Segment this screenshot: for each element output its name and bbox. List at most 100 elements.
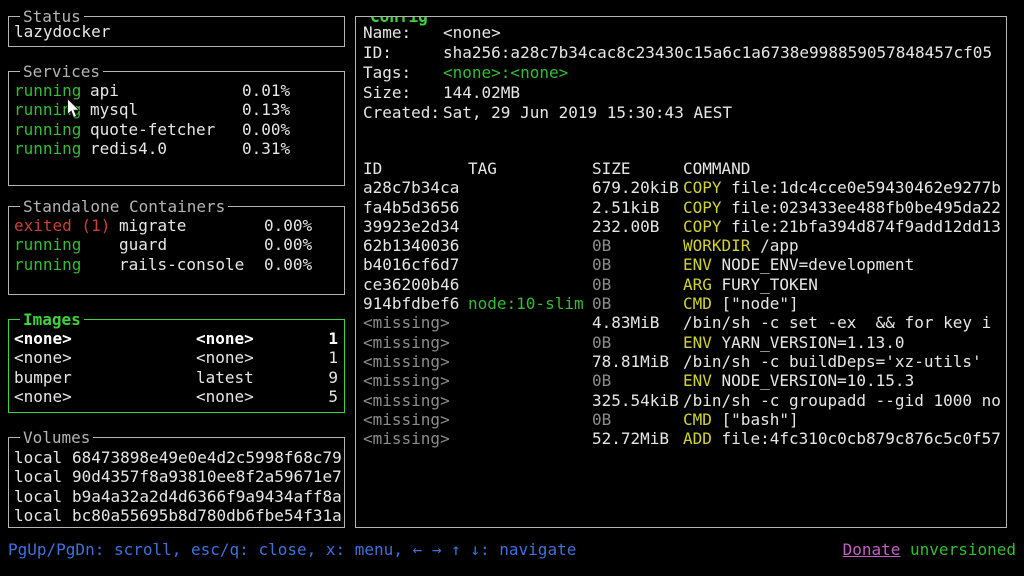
service-cpu: 0.00% (242, 119, 291, 139)
status-panel: Status lazydocker (8, 7, 345, 47)
service-name: api (90, 81, 119, 100)
layer-size: 0B (592, 255, 612, 275)
image-row[interactable]: <none> <none> 5 (14, 387, 342, 406)
layer-tag (468, 217, 592, 236)
volume-driver: local (14, 467, 63, 487)
image-row-selected[interactable]: <none> <none> 1 (14, 329, 342, 348)
images-panel: Images <none> <none> 1 <none> <none> 1 b… (8, 310, 345, 413)
image-row[interactable]: <none> <none> 1 (14, 348, 342, 367)
layer-command: COPY file:21bfa394d874f9add12dd13 (683, 216, 1001, 236)
image-tag: <none> (196, 348, 254, 368)
container-row-rails-console[interactable]: running rails-console 0.00% (14, 255, 342, 274)
layer-command: WORKDIR /app (683, 236, 799, 256)
image-layer-count: 9 (328, 367, 338, 387)
layer-command: ENV NODE_VERSION=10.15.3 (683, 371, 915, 391)
config-field-label: Tags: (363, 63, 412, 82)
services-panel-title: Services (20, 62, 104, 81)
layer-row: 914bfdbef6 node:10-slim 0B CMD ["node"] (363, 294, 1005, 313)
layer-id: <missing> (363, 313, 450, 333)
layer-id: a28c7b34ca (363, 178, 460, 198)
volume-name: bc80a55695b8d780db6fbe54f31a (72, 505, 342, 525)
volume-driver: local (14, 448, 63, 467)
config-panel-title: Config (367, 17, 431, 26)
layer-size: 4.83MiB (592, 313, 660, 333)
layer-row: <missing> 52.72MiB ADD file:4fc310c0cb87… (363, 429, 1005, 448)
layer-command: ENV NODE_ENV=development (683, 255, 915, 275)
image-layer-count: 1 (328, 329, 338, 348)
volume-driver: local (14, 486, 63, 506)
layer-size: 0B (592, 274, 612, 294)
image-repo: <none> (14, 329, 72, 348)
status-panel-title: Status (20, 7, 84, 26)
layer-row: <missing> 78.81MiB /bin/sh -c buildDeps=… (363, 352, 1005, 371)
volume-name: b9a4a32a2d4d6366f9a9434aff8a (72, 486, 342, 506)
image-layer-count: 1 (328, 348, 338, 368)
volume-row[interactable]: local bc80a55695b8d780db6fbe54f31a (14, 506, 342, 525)
layer-size: 78.81MiB (592, 351, 670, 371)
volume-name: 90d4357f8a93810ee8f2a59671e7 (72, 467, 342, 487)
layer-tag (468, 391, 592, 410)
header-tag: TAG (468, 159, 497, 178)
header-id: ID (363, 159, 383, 178)
layer-id: <missing> (363, 332, 450, 352)
layer-id: <missing> (363, 351, 450, 371)
service-row-mysql[interactable]: running mysql 0.13% (14, 100, 342, 119)
layer-id: <missing> (363, 390, 450, 410)
layer-command: CMD ["bash"] (683, 409, 799, 429)
layer-row: <missing> 0B ENV NODE_VERSION=10.15.3 (363, 371, 1005, 390)
layer-id: <missing> (363, 409, 450, 429)
layer-row: a28c7b34ca 679.20kiB COPY file:1dc4cce0e… (363, 178, 1005, 197)
header-size: SIZE (592, 159, 631, 178)
volume-driver: local (14, 505, 63, 525)
layer-command: ARG FURY_TOKEN (683, 274, 818, 294)
image-row-bumper[interactable]: bumper latest 9 (14, 368, 342, 387)
volume-row[interactable]: local 68473898e49e0e4d2c5998f68c79 (14, 448, 342, 467)
version-area: Donate unversioned (843, 540, 1016, 559)
layer-id: 62b1340036 (363, 236, 460, 256)
service-row-api[interactable]: running api 0.01% (14, 81, 342, 100)
volume-row[interactable]: local b9a4a32a2d4d6366f9a9434aff8a (14, 487, 342, 506)
container-status: exited (1) (14, 216, 111, 235)
image-tag: latest (196, 367, 254, 387)
image-config-info: Name: <none> ID: sha256:a28c7b34cac8c23430… (363, 23, 1004, 123)
container-cpu: 0.00% (264, 216, 313, 235)
layer-tag (468, 255, 592, 274)
layer-tag (468, 313, 592, 332)
image-repo: <none> (14, 386, 72, 406)
service-name: quote-fetcher (90, 119, 216, 139)
container-name: guard (119, 235, 168, 255)
container-cpu: 0.00% (264, 235, 313, 255)
layer-command: ADD file:4fc310c0cb879c876c5c0f57 (683, 429, 1001, 449)
service-row-quote-fetcher[interactable]: running quote-fetcher 0.00% (14, 120, 342, 139)
container-name: migrate (119, 216, 187, 235)
header-command: COMMAND (683, 159, 751, 178)
containers-panel-title: Standalone Containers (20, 197, 229, 216)
layer-size: 0B (592, 332, 612, 352)
layer-row: <missing> 0B ENV YARN_VERSION=1.13.0 (363, 333, 1005, 352)
app-name[interactable]: lazydocker (14, 22, 111, 41)
image-tag: <none> (196, 329, 254, 348)
image-layer-count: 5 (328, 386, 338, 406)
layer-size: 2.51kiB (592, 197, 660, 217)
layer-tag (468, 352, 592, 371)
container-row-migrate[interactable]: exited (1) migrate 0.00% (14, 216, 342, 235)
service-status: running (14, 119, 82, 139)
layer-tag (468, 410, 592, 429)
layer-id: ce36200b46 (363, 274, 460, 294)
volume-row[interactable]: local 90d4357f8a93810ee8f2a59671e7 (14, 467, 342, 486)
layer-tag (468, 198, 592, 217)
layer-size: 0B (592, 236, 612, 256)
donate-link[interactable]: Donate (842, 540, 901, 559)
layer-command: COPY file:023433ee488fb0be495da22 (683, 197, 1001, 217)
service-cpu: 0.01% (242, 81, 291, 100)
service-row-redis[interactable]: running redis4.0 0.31% (14, 139, 342, 158)
config-panel[interactable]: Config Name: <none> ID: sha256:a28c7b34cac… (355, 16, 1007, 528)
layer-row: <missing> 4.83MiB /bin/sh -c set -ex && … (363, 313, 1005, 332)
layer-size: 0B (592, 409, 612, 429)
layer-size: 0B (592, 294, 612, 314)
container-row-guard[interactable]: running guard 0.00% (14, 235, 342, 254)
standalone-containers-panel: Standalone Containers exited (1) migrate… (8, 197, 345, 295)
layer-id: <missing> (363, 429, 450, 449)
layer-row: ce36200b46 0B ARG FURY_TOKEN (363, 275, 1005, 294)
